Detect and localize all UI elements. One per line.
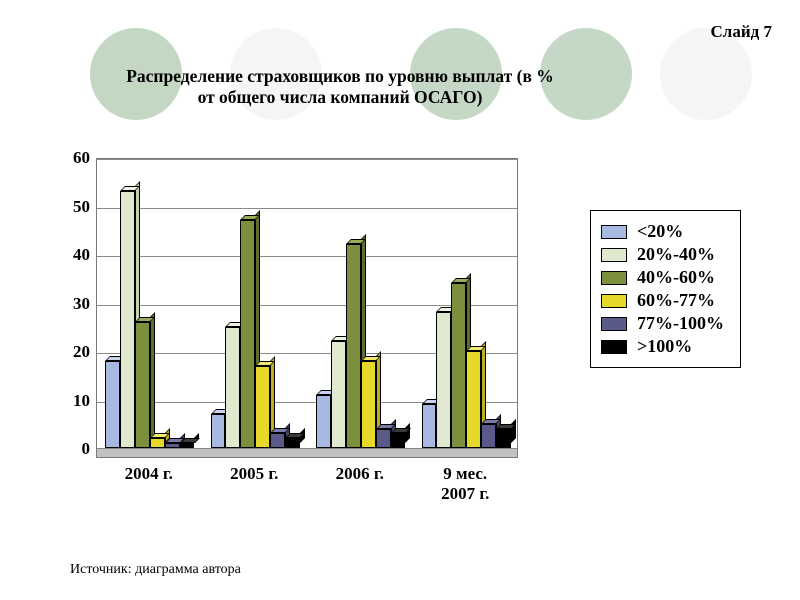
bar: [496, 429, 511, 448]
bar: [105, 361, 120, 448]
bar: [225, 327, 240, 448]
legend-swatch: [601, 271, 627, 285]
bar: [376, 429, 391, 448]
x-tick-label: 2006 г.: [307, 464, 413, 504]
x-tick-label: 9 мес.2007 г.: [413, 464, 519, 504]
bar: [331, 341, 346, 448]
y-tick-label: 60: [50, 148, 90, 168]
legend-swatch: [601, 294, 627, 308]
legend-item: 40%-60%: [601, 267, 724, 288]
legend-label: <20%: [637, 221, 683, 242]
legend-swatch: [601, 340, 627, 354]
bar: [316, 395, 331, 448]
x-tick-label: 2004 г.: [96, 464, 202, 504]
legend-label: 77%-100%: [637, 313, 724, 334]
legend-item: 20%-40%: [601, 244, 724, 265]
legend-label: 40%-60%: [637, 267, 715, 288]
legend-item: 60%-77%: [601, 290, 724, 311]
y-tick-label: 10: [50, 391, 90, 411]
legend-item: <20%: [601, 221, 724, 242]
legend-swatch: [601, 248, 627, 262]
legend-label: 60%-77%: [637, 290, 715, 311]
bar: [391, 433, 406, 448]
y-tick-label: 50: [50, 197, 90, 217]
bar: [240, 220, 255, 448]
bar: [466, 351, 481, 448]
y-tick-label: 30: [50, 294, 90, 314]
legend: <20%20%-40%40%-60%60%-77%77%-100%>100%: [590, 210, 741, 368]
source-text: Источник: диаграмма автора: [70, 562, 241, 578]
bar: [361, 361, 376, 448]
chart-floor: [97, 448, 517, 457]
bar: [451, 283, 466, 448]
bar: [436, 312, 451, 448]
title-line1: Распределение страховщиков по уровню вып…: [126, 66, 554, 86]
bar: [481, 424, 496, 448]
x-tick-label: 2005 г.: [202, 464, 308, 504]
y-tick-label: 20: [50, 342, 90, 362]
bar: [422, 404, 437, 448]
bar-group: [414, 159, 520, 448]
plot-area: [96, 158, 518, 458]
y-tick-label: 0: [50, 439, 90, 459]
bar: [150, 438, 165, 448]
legend-item: 77%-100%: [601, 313, 724, 334]
bar-group: [308, 159, 414, 448]
bar: [135, 322, 150, 448]
bar-chart: 0 10 20 30 40 50 60 2004 г.2005 г.2006 г.9 мес…: [50, 148, 522, 528]
chart-title: Распределение страховщиков по уровню вып…: [120, 66, 560, 108]
bar: [255, 366, 270, 448]
legend-swatch: [601, 317, 627, 331]
bar: [120, 191, 135, 448]
bar: [285, 438, 300, 448]
legend-label: >100%: [637, 336, 692, 357]
legend-label: 20%-40%: [637, 244, 715, 265]
bar: [346, 244, 361, 448]
legend-swatch: [601, 225, 627, 239]
bar: [270, 433, 285, 448]
bar: [211, 414, 226, 448]
slide-number: Слайд 7: [711, 22, 772, 42]
bar-group: [203, 159, 309, 448]
y-tick-label: 40: [50, 245, 90, 265]
bar-group: [97, 159, 203, 448]
title-line2: от общего числа компаний ОСАГО): [198, 87, 483, 107]
legend-item: >100%: [601, 336, 724, 357]
